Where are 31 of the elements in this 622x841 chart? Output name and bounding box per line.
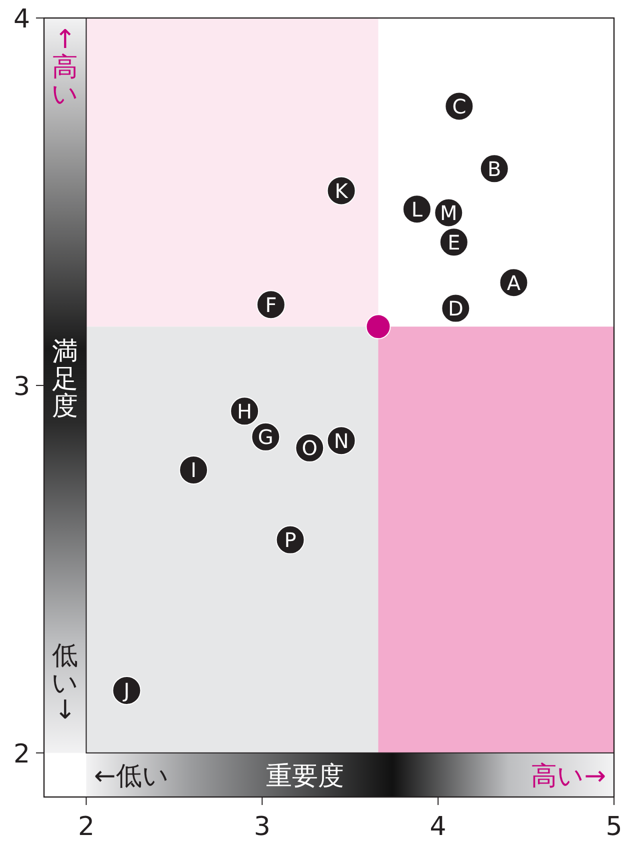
data-label: P <box>284 528 296 552</box>
annotation: ←低い <box>94 761 169 792</box>
point <box>179 455 208 484</box>
data-label: N <box>334 428 349 453</box>
annotation: ↑高い <box>52 25 79 110</box>
data-label: L <box>411 197 424 222</box>
data-label: F <box>265 292 277 317</box>
data-label: D <box>448 296 464 320</box>
data-label: I <box>190 458 196 482</box>
data-label: K <box>334 178 349 203</box>
x-axis-title: 重要度 <box>266 761 344 792</box>
x-tick-label: 3 <box>254 812 270 841</box>
y-tick-label: 3 <box>13 372 30 402</box>
x-tick-label: 4 <box>430 812 446 841</box>
y-tick-label: 4 <box>13 4 30 34</box>
point <box>366 314 391 340</box>
data-label: H <box>237 399 252 424</box>
data-label: E <box>448 230 460 254</box>
x-tick-label: 5 <box>606 812 622 841</box>
annotation: 高い→ <box>531 761 606 792</box>
data-label: J <box>122 678 130 703</box>
data-label: O <box>302 436 318 460</box>
x-tick-label: 2 <box>78 812 94 841</box>
y-tick-label: 2 <box>13 739 30 770</box>
data-label: G <box>258 425 274 450</box>
data-label: C <box>452 94 466 118</box>
annotation: 低い↓ <box>52 641 79 726</box>
data-label: M <box>440 200 458 225</box>
data-label: A <box>506 270 521 295</box>
data-label: B <box>488 156 502 181</box>
y-axis-title: 満足度 <box>52 337 78 422</box>
